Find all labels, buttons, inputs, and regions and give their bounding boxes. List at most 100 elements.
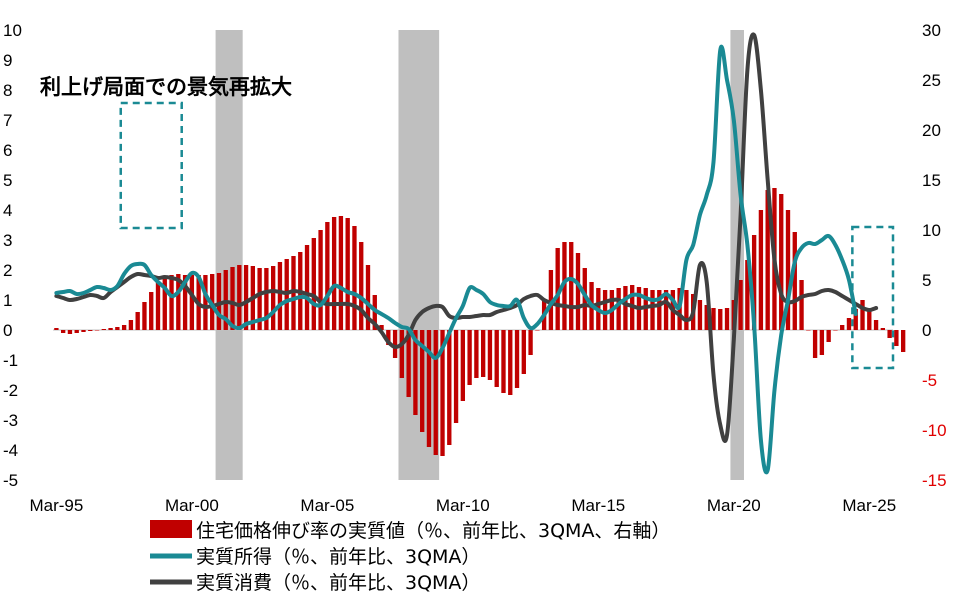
bar-mark — [128, 320, 134, 330]
bar-mark — [623, 286, 628, 330]
bar-mark — [514, 330, 520, 388]
bar-mark — [657, 290, 662, 330]
left-tick-label: 0 — [3, 321, 12, 340]
bar-mark — [684, 290, 689, 330]
x-tick-label: Mar-25 — [842, 496, 896, 515]
right-axis-ticks: 30 25 20 15 10 5 0 -5 -10 -15 — [922, 21, 947, 490]
right-tick-label: 30 — [922, 21, 941, 40]
bar-mark — [900, 330, 906, 352]
bar-mark — [81, 330, 86, 332]
bar-mark — [582, 268, 587, 330]
bar-mark — [751, 235, 757, 330]
bar-mark — [121, 325, 127, 330]
bar-mark — [203, 275, 208, 330]
bar-mark — [738, 280, 743, 330]
bar-mark — [182, 275, 188, 330]
right-tick-label: 5 — [922, 271, 931, 290]
legend-swatch-bars — [150, 520, 192, 538]
bar-mark — [487, 330, 493, 380]
bar-mark — [277, 262, 283, 330]
bar-mark — [318, 230, 323, 330]
left-tick-label: 8 — [3, 81, 12, 100]
bar-mark — [846, 318, 852, 330]
bar-mark — [142, 302, 147, 330]
bar-mark — [311, 238, 316, 330]
bar-mark — [704, 305, 709, 330]
bar-mark — [779, 194, 784, 330]
bar-mark — [243, 265, 249, 330]
bar-mark — [887, 330, 892, 338]
bar-mark — [894, 330, 899, 346]
right-tick-label: -5 — [922, 371, 937, 390]
bar-mark — [840, 325, 845, 330]
bar-mark — [460, 330, 466, 401]
right-tick-label: 20 — [922, 121, 941, 140]
right-tick-label: 15 — [922, 171, 941, 190]
bar-mark — [860, 300, 865, 330]
bar-mark — [474, 330, 479, 378]
bar-mark — [365, 265, 371, 330]
recession-shading — [215, 30, 744, 480]
bar-mark — [149, 292, 154, 330]
bar-mark — [237, 265, 242, 330]
bar-mark — [812, 330, 818, 358]
left-tick-label: 10 — [3, 21, 22, 40]
x-tick-label: Mar-10 — [436, 496, 490, 515]
legend-label: 住宅価格伸び率の実質値（％、前年比、3QMA、右軸） — [196, 520, 670, 542]
bar-mark — [758, 210, 764, 330]
bar-mark — [555, 248, 560, 330]
bar-mark — [880, 328, 886, 330]
bar-mark — [420, 330, 425, 432]
bar-mark — [711, 308, 716, 330]
bar-mark — [270, 266, 276, 330]
bar-mark — [833, 330, 838, 331]
bar-mark — [724, 308, 730, 330]
right-tick-label: 0 — [922, 321, 931, 340]
bar-mark — [453, 330, 459, 423]
bar-mark — [575, 253, 581, 330]
left-tick-label: 4 — [3, 201, 12, 220]
bar-mark — [386, 330, 391, 345]
bar-mark — [765, 190, 770, 330]
left-tick-label: 2 — [3, 261, 12, 280]
bar-mark — [115, 327, 120, 330]
bar-mark — [467, 330, 472, 385]
bar-mark — [873, 320, 879, 330]
bar-mark — [54, 328, 59, 330]
bar-mark — [528, 330, 533, 355]
legend: 住宅価格伸び率の実質値（％、前年比、3QMA、右軸） 実質所得（％、前年比、3QM… — [150, 520, 670, 594]
bar-mark — [331, 217, 337, 330]
right-tick-label: -15 — [922, 471, 947, 490]
left-tick-label: 9 — [3, 51, 12, 70]
bar-mark — [819, 330, 825, 355]
bar-mark — [392, 330, 398, 358]
x-tick-label: Mar-15 — [571, 496, 625, 515]
bar-mark — [548, 270, 554, 330]
bar-mark — [508, 330, 513, 395]
bar-mark — [94, 330, 100, 331]
consumption-line — [54, 32, 879, 443]
bar-mark — [338, 216, 344, 330]
bar-mark — [650, 290, 655, 330]
bar-mark — [785, 210, 791, 330]
left-tick-label: 3 — [3, 231, 12, 250]
bar-mark — [169, 275, 174, 330]
bar-mark — [616, 288, 621, 330]
left-tick-label: -4 — [3, 441, 18, 460]
bar-mark — [853, 309, 858, 330]
right-tick-label: 25 — [922, 71, 941, 90]
bar-mark — [406, 330, 411, 397]
bar-mark — [162, 277, 167, 330]
right-tick-label: 10 — [922, 221, 941, 240]
bar-mark — [602, 290, 608, 330]
bar-mark — [74, 330, 79, 333]
income-line — [54, 44, 858, 475]
x-tick-label: Mar-20 — [707, 496, 761, 515]
bar-mark — [433, 330, 438, 455]
bar-mark — [826, 330, 831, 342]
bar-mark — [135, 312, 140, 330]
left-tick-label: 6 — [3, 141, 12, 160]
bar-mark — [216, 273, 222, 330]
